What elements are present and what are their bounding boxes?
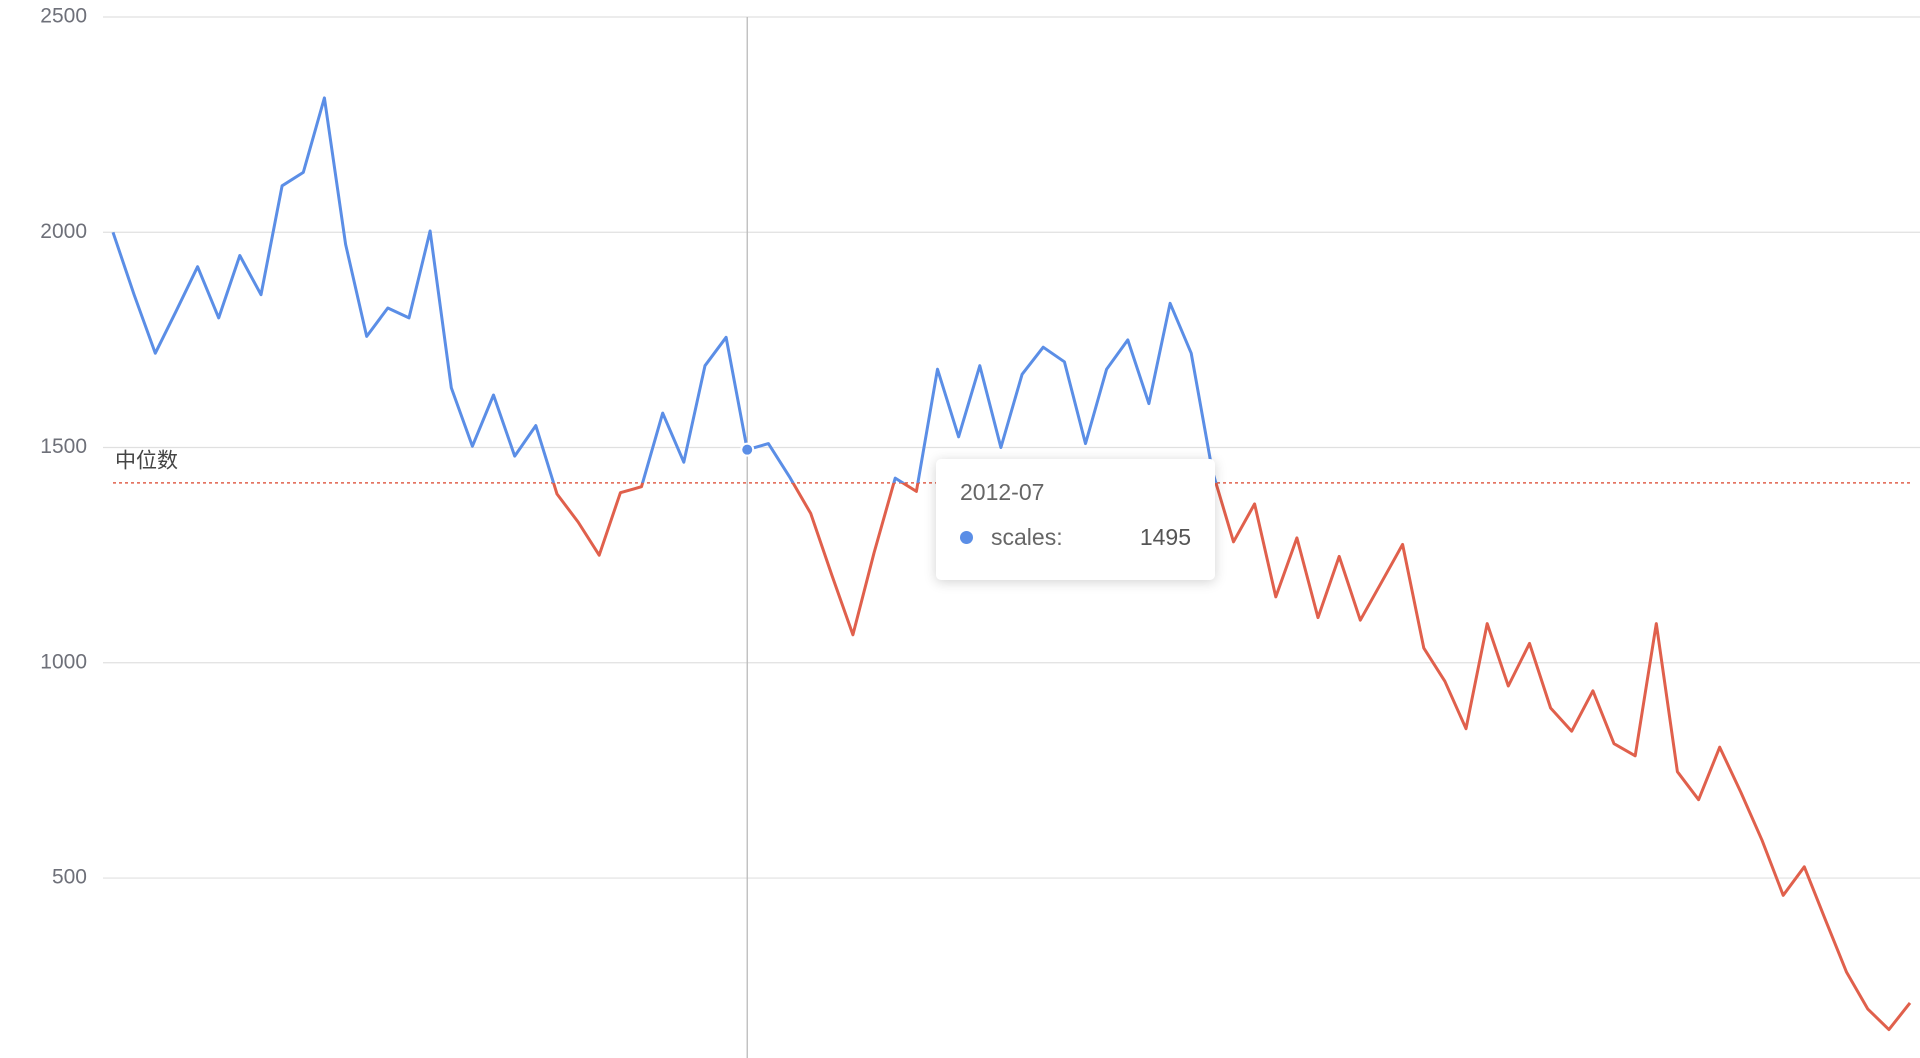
tooltip-marker [960, 531, 973, 544]
y-tick-label: 1500 [40, 435, 87, 458]
tooltip-row: scales: 1495 [960, 524, 1191, 551]
y-tick-label: 500 [52, 866, 87, 889]
line-below [551, 482, 1912, 1032]
line-above [111, 96, 1218, 483]
y-tick-label: 1000 [40, 650, 87, 673]
hover-point [740, 442, 755, 457]
y-tick-label: 2000 [40, 220, 87, 243]
tooltip-title: 2012-07 [960, 479, 1045, 505]
tooltip-label: scales: [991, 524, 1063, 550]
tooltip-value: 1495 [1139, 524, 1191, 550]
tooltip: 2012-07 scales: 1495 [936, 459, 1215, 580]
y-tick-label: 2500 [40, 5, 87, 28]
median-label: 中位数 [115, 449, 178, 472]
